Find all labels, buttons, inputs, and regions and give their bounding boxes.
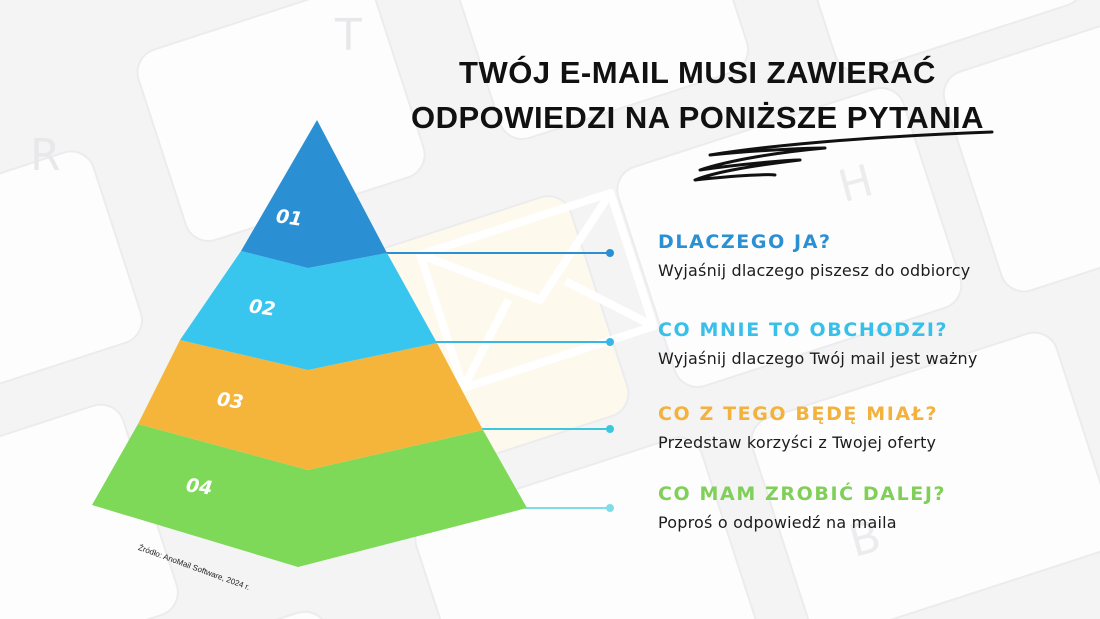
connector-4 bbox=[525, 504, 614, 512]
layer-number-4: 04 bbox=[184, 474, 214, 500]
title-line-1: TWÓJ E-MAIL MUSI ZAWIERAĆ bbox=[459, 55, 936, 90]
title-line-2: ODPOWIEDZI NA PONIŻSZE PYTANIA bbox=[410, 100, 984, 135]
answer-3: Przedstaw korzyści z Twojej oferty bbox=[658, 433, 937, 452]
question-4: CO MAM ZROBIĆ DALEJ? bbox=[658, 483, 947, 505]
scribble-underline bbox=[693, 130, 994, 182]
question-item-2: CO MNIE TO OBCHODZI? Wyjaśnij dlaczego T… bbox=[658, 318, 978, 370]
layer-number-1: 01 bbox=[274, 205, 304, 231]
pyramid-layer-4 bbox=[92, 424, 527, 567]
envelope-icon bbox=[416, 189, 658, 392]
key-letter-t: T bbox=[334, 10, 362, 61]
question-item-4: CO MAM ZROBIĆ DALEJ? Poproś o odpowiedź … bbox=[658, 482, 946, 534]
connector-2 bbox=[435, 338, 614, 346]
pyramid-layer-3 bbox=[138, 340, 483, 470]
layer-number-2: 02 bbox=[247, 295, 277, 321]
question-item-1: DLACZEGO JA? Wyjaśnij dlaczego piszesz d… bbox=[658, 230, 970, 282]
page-title: TWÓJ E-MAIL MUSI ZAWIERAĆ ODPOWIEDZI NA … bbox=[395, 50, 1000, 140]
question-1: DLACZEGO JA? bbox=[658, 231, 832, 253]
layer-number-3: 03 bbox=[215, 388, 245, 414]
answer-1: Wyjaśnij dlaczego piszesz do odbiorcy bbox=[658, 261, 971, 280]
key-letter-r: R bbox=[30, 130, 61, 181]
pyramid-layer-2 bbox=[180, 251, 437, 370]
connector-3 bbox=[481, 425, 614, 433]
answer-2: Wyjaśnij dlaczego Twój mail jest ważny bbox=[658, 349, 978, 368]
pyramid-layer-1 bbox=[241, 120, 387, 268]
answer-4: Poproś o odpowiedź na maila bbox=[658, 513, 897, 532]
question-3: CO Z TEGO BĘDĘ MIAŁ? bbox=[658, 403, 939, 425]
question-2: CO MNIE TO OBCHODZI? bbox=[658, 319, 949, 341]
connector-1 bbox=[385, 249, 614, 257]
question-item-3: CO Z TEGO BĘDĘ MIAŁ? Przedstaw korzyści … bbox=[658, 402, 938, 454]
